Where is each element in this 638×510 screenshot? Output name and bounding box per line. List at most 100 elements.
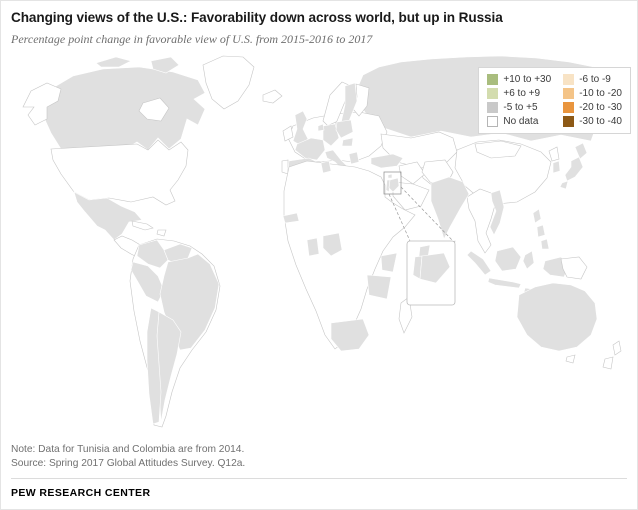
country-indonesia-sulawesi <box>522 250 535 270</box>
country-indonesia-borneo <box>494 246 522 272</box>
country-netherlands <box>317 123 325 132</box>
country-papua-new-guinea <box>560 256 588 280</box>
legend-item: +10 to +30 <box>487 73 552 85</box>
country-indonesia-java <box>487 277 522 289</box>
world-map: +10 to +30 +6 to +9 -5 to +5 No data -6 to … <box>1 49 637 441</box>
country-ireland <box>282 125 294 142</box>
country-mexico <box>73 191 143 241</box>
country-greenland <box>202 55 255 110</box>
country-north-korea <box>548 146 560 162</box>
country-canada <box>40 66 206 151</box>
legend-label: -20 to -30 <box>579 101 622 113</box>
chart-source: Source: Spring 2017 Global Attitudes Sur… <box>11 457 246 469</box>
country-france <box>294 137 326 161</box>
country-india <box>430 176 470 240</box>
legend-swatch <box>563 115 575 127</box>
legend-label: -10 to -20 <box>579 87 622 99</box>
legend-swatch <box>487 101 499 113</box>
country-colombia <box>136 239 169 269</box>
country-greece <box>348 151 360 165</box>
middle-east-inset <box>383 171 456 306</box>
legend-item: -30 to -40 <box>563 115 622 127</box>
country-philippines-1 <box>532 208 542 224</box>
legend-item: -5 to +5 <box>487 101 551 113</box>
country-australia <box>516 282 598 352</box>
country-chile <box>146 307 162 425</box>
country-portugal <box>281 159 289 175</box>
chart-note: Note: Data for Tunisia and Colombia are … <box>11 443 245 455</box>
map-legend: +10 to +30 +6 to +9 -5 to +5 No data -6 to … <box>478 66 631 134</box>
world-map-svg <box>22 55 632 428</box>
country-iceland <box>262 89 283 104</box>
country-hungary <box>341 137 354 147</box>
country-tasmania <box>565 354 576 364</box>
chart-notes: Note: Data for Tunisia and Colombia are … <box>11 443 627 472</box>
country-china <box>454 139 552 205</box>
region-oceania <box>466 246 622 370</box>
country-myanmar-thailand <box>466 188 496 254</box>
legend-label: +6 to +9 <box>503 87 541 99</box>
legend-item: No data <box>487 115 551 127</box>
region-north-america <box>22 55 255 267</box>
country-united-states <box>50 139 189 206</box>
country-lebanon <box>387 173 393 179</box>
inset-country-jordan <box>419 252 451 284</box>
country-hispaniola <box>156 229 167 237</box>
country-new-zealand-south <box>602 356 614 370</box>
country-israel <box>385 179 391 193</box>
country-cuba <box>131 220 154 231</box>
country-tanzania <box>366 274 392 300</box>
region-asia <box>370 131 588 254</box>
legend-label: -30 to -40 <box>579 115 622 127</box>
legend-label: +10 to +30 <box>503 73 552 85</box>
country-mongolia <box>474 140 522 159</box>
hudson-bay <box>138 97 170 122</box>
legend-label: -6 to -9 <box>579 73 611 85</box>
legend-item: -6 to -9 <box>563 73 622 85</box>
legend-swatch <box>487 87 499 99</box>
page-title: Changing views of the U.S.: Favorability… <box>11 10 503 25</box>
country-tunisia <box>320 160 332 174</box>
inset-connector-1 <box>388 193 411 241</box>
country-indonesia-sumatra <box>466 250 492 276</box>
region-south-america <box>129 238 221 428</box>
brand-footer: PEW RESEARCH CENTER <box>11 487 151 500</box>
country-africa-mainland <box>283 160 416 350</box>
country-south-africa <box>330 318 370 352</box>
country-new-zealand-north <box>612 340 622 356</box>
legend-swatch <box>487 73 499 85</box>
legend-label: -5 to +5 <box>503 101 538 113</box>
country-japan-honshu <box>564 156 584 182</box>
country-canada-arctic-1 <box>95 56 132 68</box>
legend-item: -20 to -30 <box>563 101 622 113</box>
legend-column-negative: -6 to -9 -10 to -20 -20 to -30 -30 to -40 <box>563 73 622 127</box>
country-philippines-3 <box>540 238 550 250</box>
legend-item: -10 to -20 <box>563 87 622 99</box>
inset-connector-2 <box>400 186 454 241</box>
country-finland <box>352 83 370 117</box>
inset-focus-rectangle <box>383 171 402 195</box>
country-vietnam <box>489 189 505 236</box>
legend-column-positive: +10 to +30 +6 to +9 -5 to +5 No data <box>487 73 552 127</box>
region-africa <box>282 160 416 352</box>
country-kenya <box>380 252 398 273</box>
country-nigeria <box>322 232 343 257</box>
country-senegal <box>282 212 300 224</box>
country-ghana <box>306 237 320 257</box>
country-peru <box>130 261 165 303</box>
country-poland <box>335 119 354 139</box>
chart-subtitle: Percentage point change in favorable vie… <box>11 32 373 47</box>
country-japan-hokkaido <box>574 142 588 160</box>
country-jordan <box>388 177 400 193</box>
country-japan-kyushu <box>559 180 569 190</box>
legend-item: +6 to +9 <box>487 87 551 99</box>
country-canada-arctic-2 <box>150 56 180 74</box>
country-turkey <box>370 153 404 169</box>
country-alaska <box>22 82 62 126</box>
footer-divider <box>11 478 627 480</box>
country-philippines-2 <box>536 224 546 238</box>
country-germany <box>322 123 340 147</box>
country-saudi-arabia <box>392 181 430 211</box>
legend-swatch <box>487 115 499 127</box>
